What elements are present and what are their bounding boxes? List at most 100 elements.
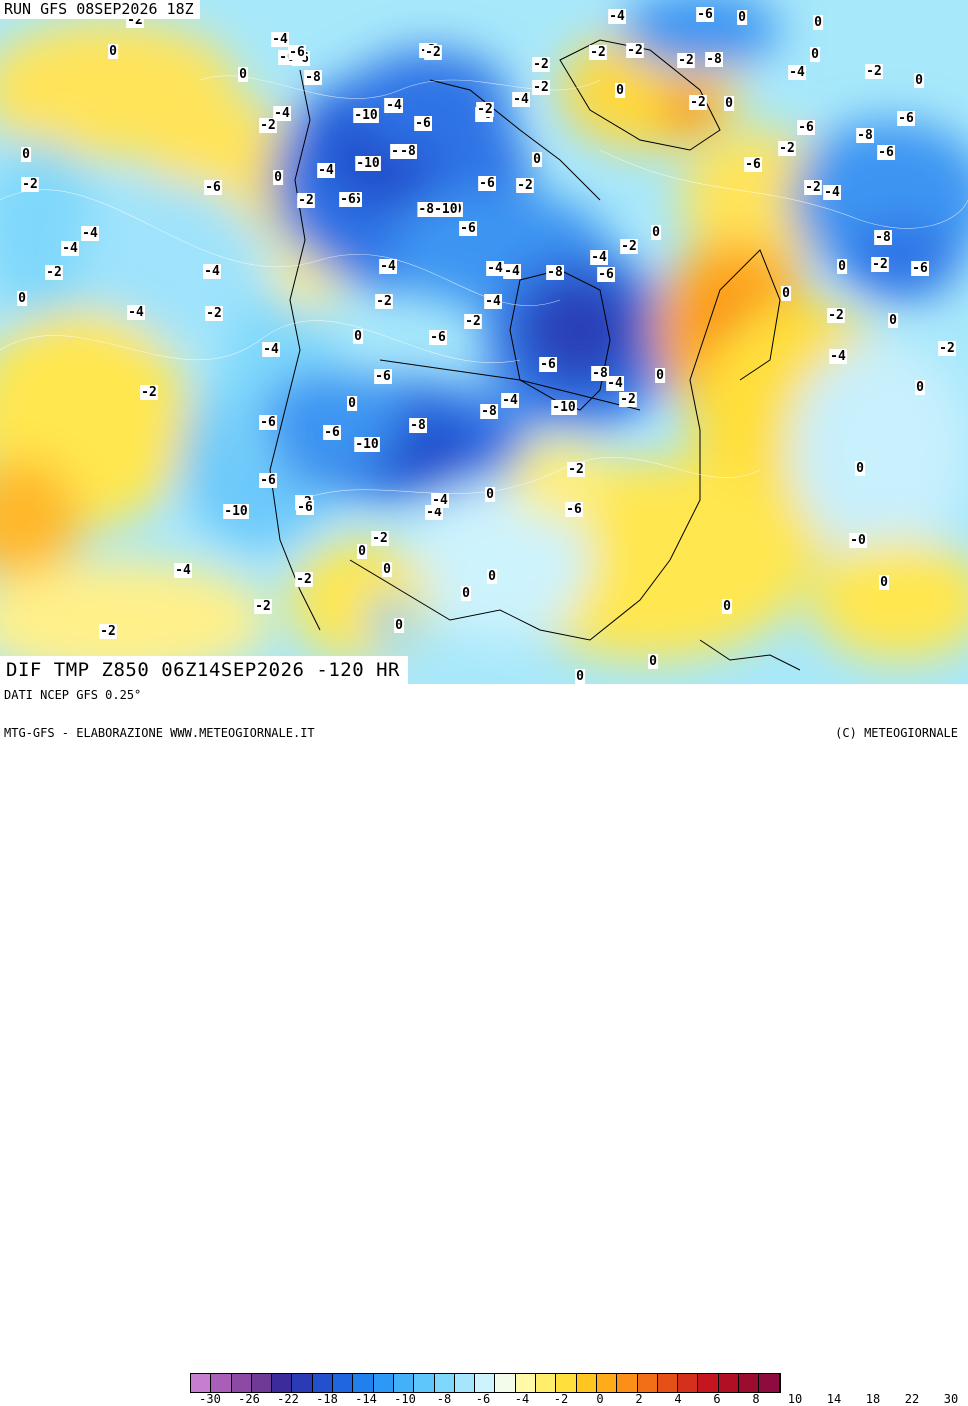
scale-swatch [353,1374,374,1392]
isoline-label-bg [486,261,504,276]
isoline-label: -2 [296,572,312,587]
isoline-label: 0 [814,15,822,30]
isoline-label-bg [737,10,748,25]
scale-tick-label: -14 [355,1392,377,1406]
isoline-label: -2 [533,80,549,95]
isoline-label-bg [304,70,322,85]
isoline-label: -4 [380,259,396,274]
isoline-label: 0 [239,67,247,82]
isoline-label: -6 [289,45,305,60]
credit-right-label: (C) METEOGIORNALE [835,726,958,740]
scale-swatch [678,1374,699,1392]
isoline-label-bg [262,342,280,357]
isoline-label: -6 [297,500,313,515]
isoline-label: 0 [723,599,731,614]
isoline-label: -6 [205,180,221,195]
isoline-label-bg [204,180,222,195]
isoline-label: -4 [485,294,501,309]
isoline-label-bg [810,47,821,62]
isoline-label-bg [778,141,796,156]
isoline-label: -6 [898,111,914,126]
isoline-label-bg [295,572,313,587]
isoline-label-bg [512,92,530,107]
isoline-label: -6 [540,357,556,372]
isoline-label-bg [424,45,442,60]
isoline-label: -2 [568,462,584,477]
isoline-label: -4 [487,261,503,276]
isoline-label: 0 [358,544,366,559]
isoline-label: -2 [465,314,481,329]
isoline-label: -6 [912,261,928,276]
scale-swatch [698,1374,719,1392]
isoline-label: -4 [432,493,448,508]
isoline-label: -4 [175,563,191,578]
isoline-label: -6 [878,145,894,160]
isoline-label-bg [374,369,392,384]
isoline-label: -8 [857,128,873,143]
scale-swatch [739,1374,760,1392]
isoline-label: -10 [224,504,248,519]
scale-tick-label: -6 [475,1392,491,1406]
isoline-label: -4 [504,264,520,279]
isoline-label-bg [856,128,874,143]
scale-swatch [495,1374,516,1392]
isoline-label: -4 [318,163,334,178]
isoline-label-bg [461,586,472,601]
isoline-label: 0 [576,669,584,684]
isoline-label-bg [417,202,459,217]
isoline-label-bg [238,67,249,82]
isoline-label: -2 [805,180,821,195]
isoline-label: 0 [616,83,624,98]
scale-swatch [292,1374,313,1392]
isoline-label-bg [254,599,272,614]
isoline-label-bg [21,177,39,192]
data-source-label: DATI NCEP GFS 0.25° [4,688,142,702]
isoline-label: -4 [82,226,98,241]
temperature-anomaly-map: -2-4-60-4-600-6-6-2-6-8-20-2-8-4-6-20-2-… [0,0,968,684]
isoline-label: 0 [652,225,660,240]
isoline-label: -4 [204,264,220,279]
isoline-label: -4 [591,250,607,265]
scale-swatch [657,1374,679,1392]
isoline-label: -4 [830,349,846,364]
isoline-label: -2 [425,45,441,60]
isoline-label: -0 [850,533,866,548]
isoline-label-bg [464,314,482,329]
isoline-label-bg [516,178,534,193]
isoline-label-bg [17,291,28,306]
scale-swatch [475,1374,496,1392]
scale-tick-label: -10 [394,1392,416,1406]
isoline-label-bg [371,531,389,546]
scale-swatch [373,1374,394,1392]
isoline-label-bg [425,505,443,520]
isoline-label: 0 [383,562,391,577]
isoline-label: -4 [263,342,279,357]
color-scale-bar [190,1373,781,1393]
scale-swatch [231,1374,252,1392]
isoline-label: -2 [46,265,62,280]
isoline-label: -2 [372,531,388,546]
isoline-label-bg [915,380,926,395]
isoline-label-bg [375,294,393,309]
isoline-label-bg [339,192,357,207]
isoline-label-bg [837,259,848,274]
isoline-label: -6 [260,415,276,430]
isoline-label: -4 [426,505,442,520]
isoline-label-bg [484,294,502,309]
scale-swatch [191,1374,212,1392]
isoline-label: -6 [430,330,446,345]
isoline-label: -8 [547,265,563,280]
isoline-label-bg [61,241,79,256]
isoline-label: -2 [517,178,533,193]
isoline-label-bg [865,64,883,79]
isoline-label: -2 [872,257,888,272]
scale-tick-label: 4 [674,1392,682,1406]
isoline-label: -2 [477,102,493,117]
isoline-label: -2 [298,193,314,208]
scale-tick-label: 8 [752,1392,760,1406]
isoline-label-bg [651,225,662,240]
isoline-label: 0 [274,170,282,185]
isoline-label-bg [347,396,358,411]
color-scale-labels: -30 -26 -22 -18 -14 -10 -8 -6 -4 -2 0 2 4 6 8 10 14 18 22 3… [190,1392,968,1406]
isoline-label: 0 [348,396,356,411]
